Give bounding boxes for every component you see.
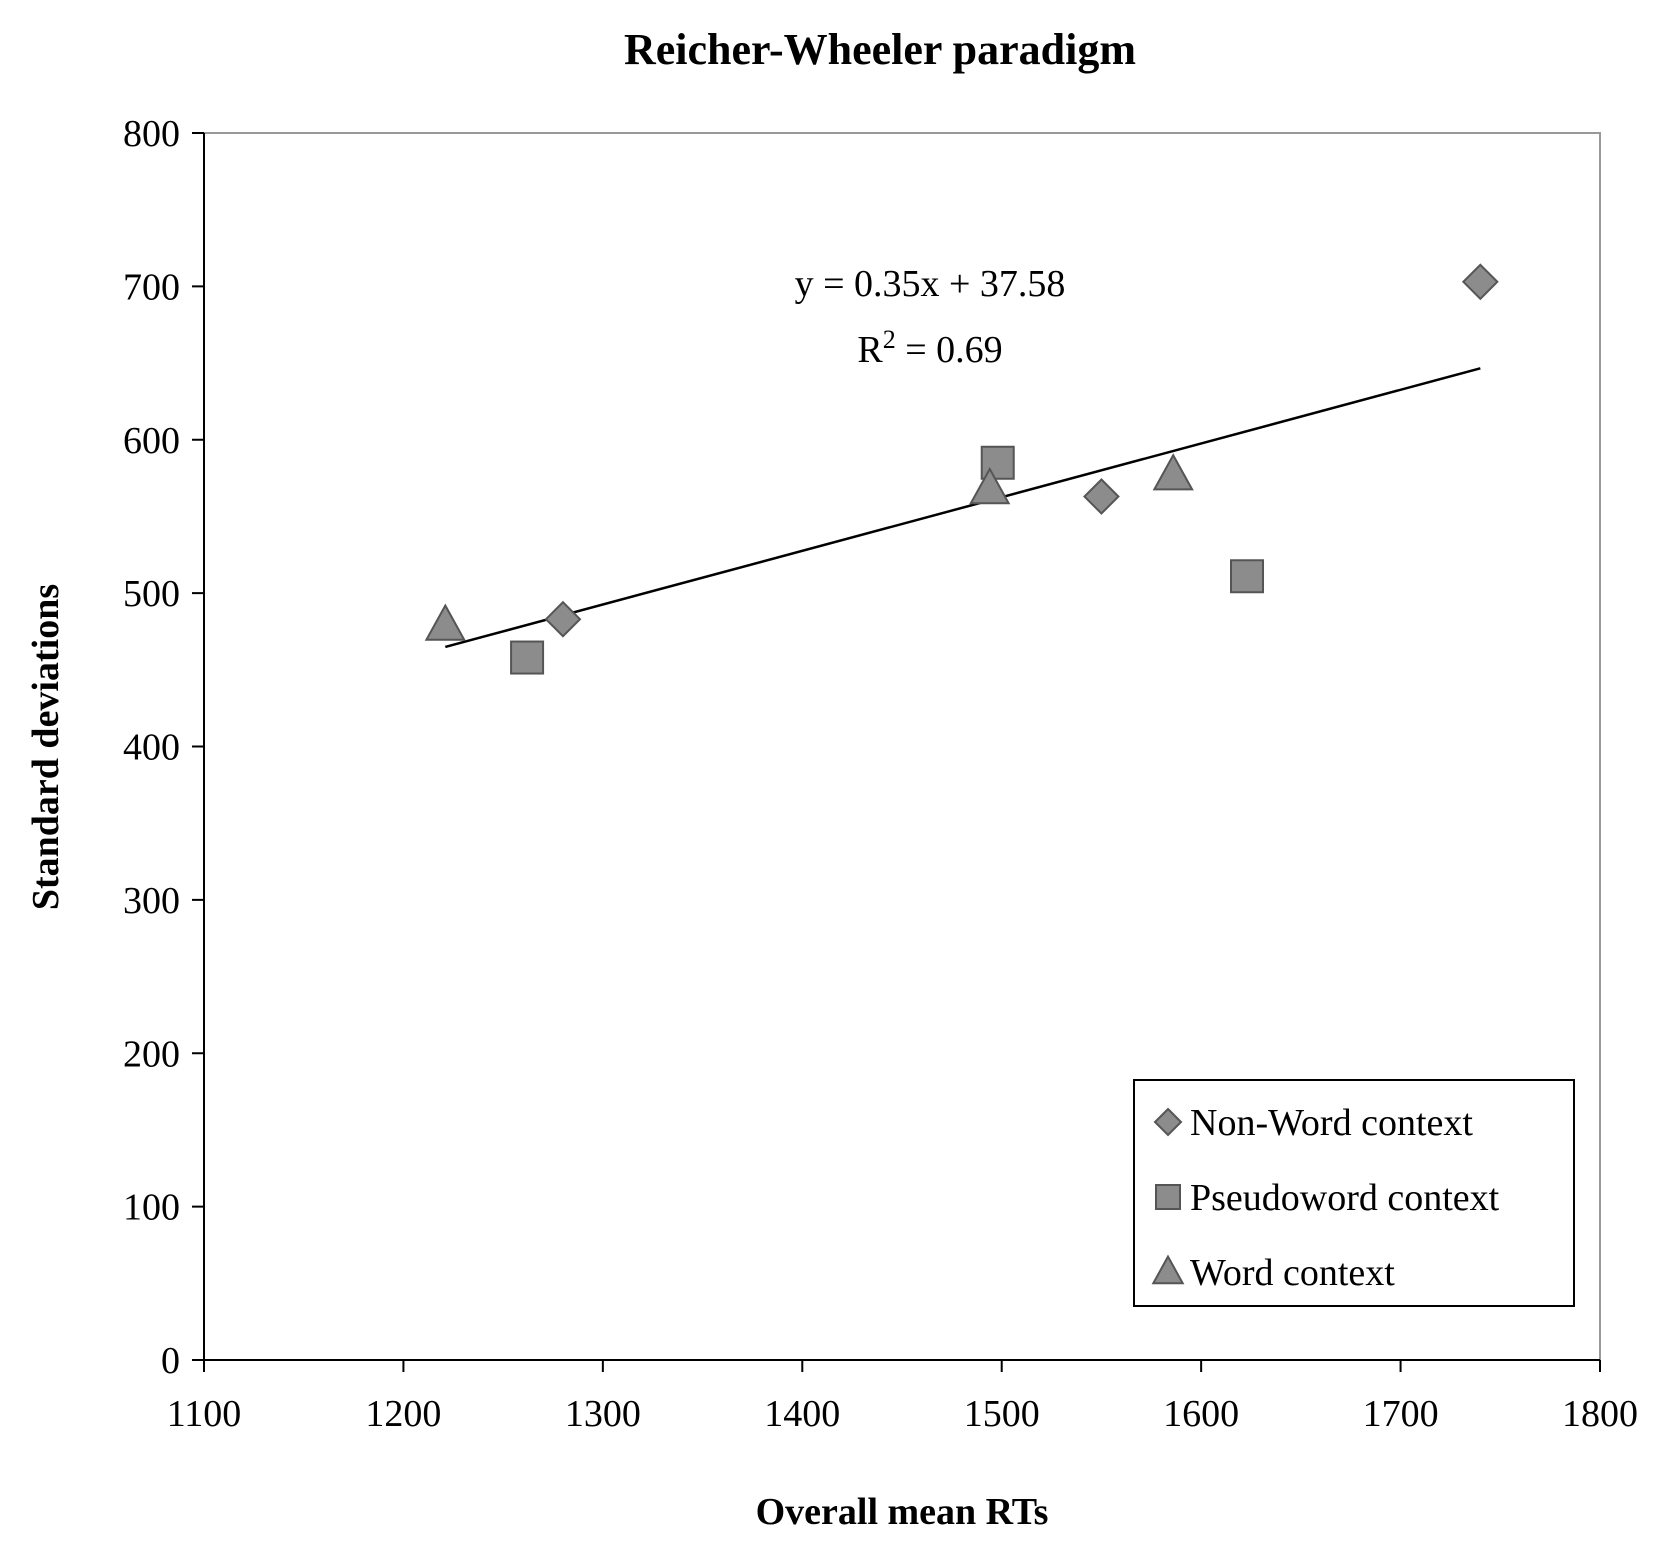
y-tick-label: 700 <box>123 266 180 308</box>
point-square <box>510 640 545 675</box>
r-squared-value: = 0.69 <box>896 329 1003 371</box>
x-tick-label: 1500 <box>964 1393 1040 1435</box>
y-tick-label: 300 <box>123 880 180 922</box>
x-tick-label: 1700 <box>1363 1393 1439 1435</box>
x-axis-label: Overall mean RTs <box>756 1491 1049 1533</box>
point-triangle <box>969 466 1011 505</box>
legend-items: Non-Word context Pseudoword context Word c… <box>1151 1102 1500 1294</box>
y-axis-ticks: 0 100 200 300 400 500 600 700 800 <box>123 113 204 1382</box>
legend-marker-triangle <box>1151 1254 1185 1285</box>
x-axis-ticks: 1100 1200 1300 1400 1500 1600 1700 1800 <box>167 1360 1638 1435</box>
y-tick-label: 500 <box>123 573 180 615</box>
legend-marker-square <box>1155 1184 1181 1210</box>
legend: Non-Word context Pseudoword context Word c… <box>1133 1079 1575 1307</box>
legend-label: Word context <box>1190 1252 1395 1294</box>
chart-title: Reicher-Wheeler paradigm <box>624 25 1136 74</box>
y-tick-label: 0 <box>161 1340 180 1382</box>
y-tick-label: 400 <box>123 727 180 769</box>
point-square <box>1230 559 1265 594</box>
point-diamond <box>544 600 582 638</box>
trendline <box>444 367 1481 649</box>
trendline-group <box>444 367 1481 649</box>
data-points <box>424 263 1499 675</box>
r-squared-label: R2 = 0.69 <box>857 325 1002 371</box>
y-axis-label: Standard deviations <box>25 584 67 910</box>
y-tick-label: 100 <box>123 1187 180 1229</box>
y-tick-label: 600 <box>123 420 180 462</box>
x-tick-label: 1400 <box>764 1393 840 1435</box>
y-tick-label: 800 <box>123 113 180 155</box>
legend-box <box>1133 1079 1575 1307</box>
legend-label: Pseudoword context <box>1190 1177 1500 1219</box>
x-tick-label: 1300 <box>565 1393 641 1435</box>
r-squared-prefix: R <box>857 329 883 371</box>
x-tick-label: 1800 <box>1562 1393 1638 1435</box>
legend-marker-diamond <box>1153 1107 1183 1137</box>
point-diamond <box>1461 263 1499 301</box>
y-tick-label: 200 <box>123 1033 180 1075</box>
r-squared-superscript: 2 <box>883 325 896 354</box>
x-tick-label: 1100 <box>167 1393 242 1435</box>
point-triangle <box>1152 453 1194 491</box>
point-triangle <box>424 603 466 641</box>
x-tick-label: 1200 <box>365 1393 441 1435</box>
legend-label: Non-Word context <box>1190 1102 1473 1144</box>
x-tick-label: 1600 <box>1163 1393 1239 1435</box>
point-diamond <box>1083 478 1120 515</box>
trendline-equation: y = 0.35x + 37.58 <box>795 263 1066 305</box>
